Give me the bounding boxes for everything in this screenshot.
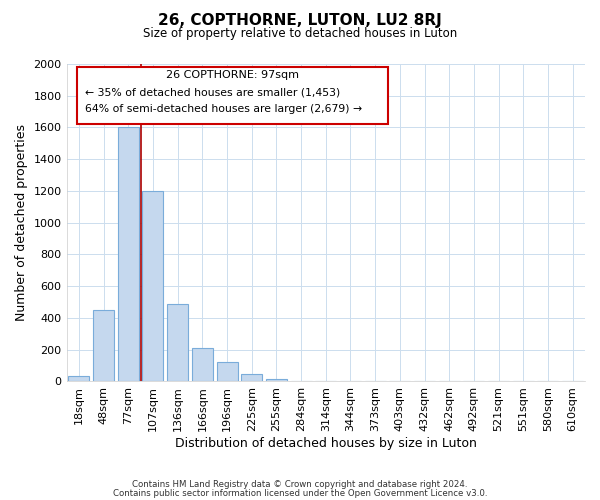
Bar (118, 128, 139, 382)
Bar (241, 374, 262, 382)
Text: Contains HM Land Registry data © Crown copyright and database right 2024.: Contains HM Land Registry data © Crown c… (132, 480, 468, 489)
Text: 64% of semi-detached houses are larger (2,679) →: 64% of semi-detached houses are larger (… (85, 104, 362, 114)
Text: Size of property relative to detached houses in Luton: Size of property relative to detached ho… (143, 28, 457, 40)
Text: 26, COPTHORNE, LUTON, LU2 8RJ: 26, COPTHORNE, LUTON, LU2 8RJ (158, 12, 442, 28)
Bar (266, 379, 287, 382)
X-axis label: Distribution of detached houses by size in Luton: Distribution of detached houses by size … (175, 437, 477, 450)
Bar (192, 348, 213, 382)
Bar (142, 191, 163, 382)
Bar (93, 310, 114, 382)
Bar (290, 380, 311, 382)
Y-axis label: Number of detached properties: Number of detached properties (15, 124, 28, 321)
FancyBboxPatch shape (77, 67, 388, 124)
Bar (217, 362, 238, 382)
Text: ← 35% of detached houses are smaller (1,453): ← 35% of detached houses are smaller (1,… (85, 88, 340, 98)
Text: 26 COPTHORNE: 97sqm: 26 COPTHORNE: 97sqm (166, 70, 299, 81)
Bar (68, 376, 89, 382)
Bar (167, 304, 188, 382)
Text: Contains public sector information licensed under the Open Government Licence v3: Contains public sector information licen… (113, 488, 487, 498)
